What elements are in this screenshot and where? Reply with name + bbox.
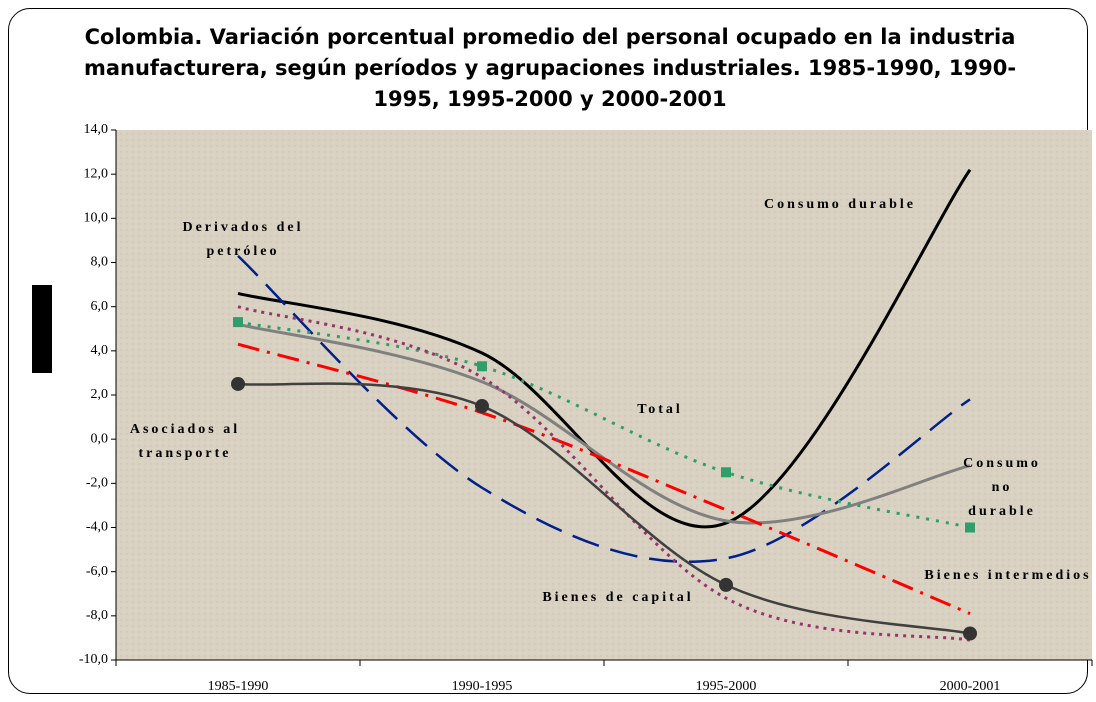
series-line <box>237 254 971 564</box>
marker <box>721 467 731 478</box>
redaction <box>32 285 52 373</box>
y-tick-label: -10,0 <box>79 652 108 667</box>
y-tick-label: -8,0 <box>86 608 108 623</box>
series-label: Derivados del petróleo <box>182 220 304 259</box>
chart-title: Colombia. Variación porcentual promedio … <box>83 25 1017 111</box>
x-tick-label: 2000-2001 <box>940 679 1001 694</box>
marker <box>233 317 243 328</box>
series-line <box>237 168 972 529</box>
series-label: Asociados al transporte <box>129 422 241 461</box>
series-label: Bienes intermedios <box>924 568 1092 583</box>
series-line <box>237 320 971 529</box>
marker <box>719 577 733 592</box>
y-tick-label: 0,0 <box>91 431 109 446</box>
x-tick-label: 1990-1995 <box>452 679 513 694</box>
series-line <box>237 342 971 616</box>
y-tick-label: -6,0 <box>86 564 108 579</box>
y-tick-label: 12,0 <box>84 166 109 181</box>
series-label: Bienes de capital <box>542 590 694 605</box>
marker <box>231 376 245 391</box>
series-label: Consumo no durable <box>963 456 1041 519</box>
y-tick-label: 10,0 <box>84 211 109 226</box>
y-tick-label: 14,0 <box>84 122 109 137</box>
y-tick-label: 8,0 <box>91 255 109 270</box>
series-label: Consumo durable <box>764 197 916 212</box>
marker <box>963 626 977 641</box>
series-line <box>237 382 971 635</box>
y-tick-label: -2,0 <box>86 476 108 491</box>
marker <box>477 361 487 372</box>
series-label: Total <box>637 402 683 417</box>
marker <box>475 399 489 414</box>
y-tick-label: 6,0 <box>91 299 109 314</box>
x-tick-label: 1995-2000 <box>696 679 757 694</box>
y-tick-label: 4,0 <box>91 343 109 358</box>
plot-area <box>116 130 1092 660</box>
x-tick-label: 1985-1990 <box>208 679 269 694</box>
y-tick-label: -4,0 <box>86 520 108 535</box>
series-line <box>237 322 971 525</box>
y-tick-label: 2,0 <box>91 387 109 402</box>
marker <box>965 522 975 533</box>
